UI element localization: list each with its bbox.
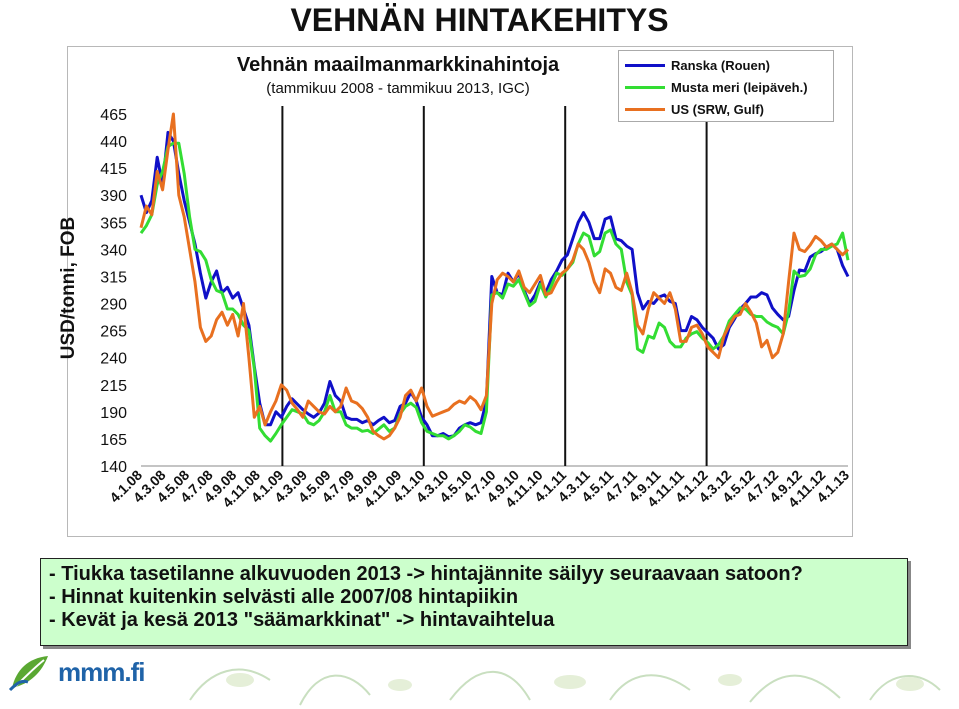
y-tick-label: 265 [100, 324, 127, 341]
y-tick-label: 240 [100, 351, 127, 368]
y-tick-label: 365 [100, 215, 127, 232]
legend-label: Ranska (Rouen) [671, 57, 770, 73]
series-line [139, 130, 850, 439]
chart-frame [67, 46, 853, 537]
legend-label: Musta meri (leipäveh.) [671, 79, 808, 95]
y-tick-label: 465 [100, 107, 127, 124]
leaf-logo-icon [8, 656, 48, 692]
y-tick-label: 165 [100, 432, 127, 449]
y-tick-label: 215 [100, 378, 127, 395]
logo-text: mmm.fi [58, 656, 145, 687]
y-tick-label: 415 [100, 161, 127, 178]
y-axis-label: USD/tonni, FOB [58, 216, 79, 360]
page-title: VEHNÄN HINTAKEHITYS [290, 2, 669, 38]
y-tick-label: 390 [100, 188, 127, 205]
legend-swatch [625, 63, 665, 67]
legend-item-us: US (SRW, Gulf) [625, 99, 764, 119]
chart-legend: Ranska (Rouen) Musta meri (leipäveh.) US… [618, 50, 834, 122]
chart-subtitle: Vehnän maailmanmarkkinahintoja [236, 54, 560, 76]
series-line [139, 112, 850, 441]
y-tick-label: 315 [100, 269, 127, 286]
y-tick-label: 290 [100, 297, 127, 314]
legend-swatch [625, 85, 665, 89]
y-tick-label: 140 [100, 459, 127, 476]
note-line: - Hinnat kuitenkin selvästi alle 2007/08… [49, 586, 519, 608]
footer-decoration [189, 668, 941, 706]
mmm-logo: mmm.fi [8, 652, 145, 692]
legend-swatch [625, 107, 665, 111]
legend-label: US (SRW, Gulf) [671, 101, 764, 117]
y-tick-label: 440 [100, 134, 127, 151]
note-line: - Kevät ja kesä 2013 "säämarkkinat" -> h… [49, 609, 555, 631]
legend-item-ranska: Ranska (Rouen) [625, 55, 770, 75]
y-tick-label: 190 [100, 405, 127, 422]
legend-item-musta-meri: Musta meri (leipäveh.) [625, 77, 808, 97]
notes-box: - Tiukka tasetilanne alkuvuoden 2013 -> … [40, 558, 908, 646]
y-tick-label: 340 [100, 242, 127, 259]
chart-subtitle-period: (tammikuu 2008 - tammikuu 2013, IGC) [266, 80, 530, 97]
note-line: - Tiukka tasetilanne alkuvuoden 2013 -> … [49, 563, 803, 585]
